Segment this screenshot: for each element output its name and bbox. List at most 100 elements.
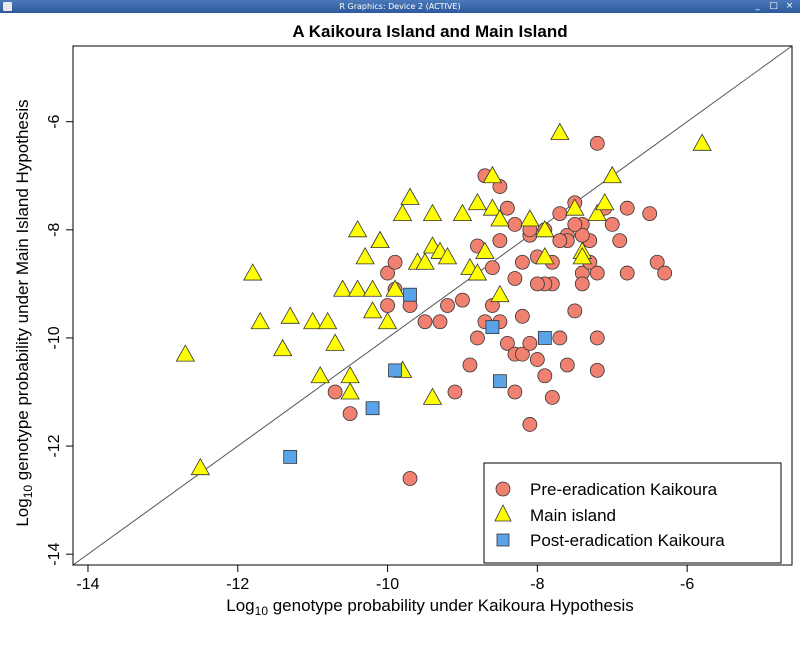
point-pre-eradication <box>492 233 508 249</box>
point-main-island <box>475 241 495 259</box>
point-main-island <box>317 311 338 330</box>
x-tick-label: -12 <box>226 576 249 593</box>
point-pre-eradication <box>589 265 605 281</box>
y-tick-label: -8 <box>46 223 63 237</box>
point-main-island <box>332 279 353 297</box>
point-pre-eradication <box>552 206 568 221</box>
legend-marker-circle <box>495 481 511 497</box>
legend-marker-triangle <box>494 504 512 522</box>
point-main-island <box>422 387 443 405</box>
point-pre-eradication <box>507 384 523 400</box>
point-main-island <box>280 306 300 324</box>
point-pre-eradication <box>380 298 395 313</box>
chart-title: A Kaikoura Island and Main Island <box>292 22 567 41</box>
point-pre-eradication <box>507 271 523 286</box>
point-main-island <box>520 209 540 227</box>
point-main-island <box>385 279 405 297</box>
point-pre-eradication <box>455 292 470 308</box>
point-pre-eradication <box>499 200 515 216</box>
point-pre-eradication <box>447 384 463 400</box>
scatter-plot: A Kaikoura Island and Main Island -14 -12… <box>0 13 800 641</box>
point-main-island <box>602 165 622 184</box>
close-icon[interactable]: × <box>785 1 794 11</box>
point-pre-eradication <box>342 406 358 422</box>
x-tick-label: -14 <box>76 576 99 593</box>
point-main-island <box>535 219 555 238</box>
legend-label-main-island: Main island <box>530 506 616 525</box>
point-pre-eradication <box>552 330 568 346</box>
point-pre-eradication <box>485 260 500 276</box>
point-main-island <box>490 284 510 303</box>
point-main-island <box>347 219 368 238</box>
point-pre-eradication <box>612 233 628 249</box>
legend-label-pre-eradication: Pre-eradication Kaikoura <box>530 480 718 499</box>
point-main-island <box>595 192 615 211</box>
point-main-island <box>190 457 211 476</box>
point-post-eradication <box>493 374 507 389</box>
point-main-island <box>422 203 443 221</box>
point-pre-eradication <box>402 471 418 486</box>
point-pre-eradication <box>327 384 343 400</box>
point-main-island <box>587 203 607 221</box>
point-pre-eradication <box>559 357 575 373</box>
point-pre-eradication <box>574 276 590 292</box>
point-main-island <box>175 344 196 362</box>
point-main-island <box>273 338 293 357</box>
point-pre-eradication <box>567 217 583 232</box>
point-pre-eradication <box>619 265 635 281</box>
point-pre-eradication <box>387 254 403 270</box>
point-main-island <box>565 198 585 216</box>
maximize-icon[interactable]: □ <box>769 1 778 11</box>
point-pre-eradication <box>544 390 560 405</box>
point-main-island <box>572 247 592 265</box>
x-tick-label: -10 <box>376 576 399 593</box>
point-pre-eradication <box>514 308 530 324</box>
x-axis: -14 -12 -10 -8 -6 <box>76 565 694 593</box>
point-main-island <box>250 311 270 330</box>
window-titlebar: R Graphics: Device 2 (ACTIVE) _ □ × <box>0 0 800 13</box>
point-post-eradication <box>537 331 552 345</box>
point-pre-eradication <box>417 314 433 330</box>
point-pre-eradication <box>604 217 620 232</box>
point-pre-eradication <box>552 233 568 249</box>
point-main-island <box>362 301 383 319</box>
y-axis-label-subscript: 10 <box>21 485 35 499</box>
y-axis: -14 -12 -10 -8 -6 <box>46 114 73 566</box>
point-main-island <box>302 311 323 330</box>
point-pre-eradication <box>507 217 523 232</box>
point-main-island <box>370 230 390 249</box>
point-pre-eradication <box>432 314 448 330</box>
point-main-island <box>535 247 555 265</box>
x-axis-label-prefix: Log <box>226 596 254 615</box>
legend-box <box>483 462 782 564</box>
point-main-island <box>325 333 345 351</box>
point-pre-eradication <box>642 206 658 221</box>
point-main-island <box>362 279 383 297</box>
point-pre-eradication <box>499 335 515 351</box>
plot-region <box>72 45 793 566</box>
window-menu-icon[interactable] <box>3 2 12 11</box>
point-main-island <box>467 192 488 211</box>
legend-label-post-eradication: Post-eradication Kaikoura <box>530 531 725 550</box>
y-axis-label: Log10 genotype probability under Main Is… <box>13 99 35 526</box>
point-pre-eradication <box>649 254 665 270</box>
y-axis-label-prefix: Log <box>13 498 32 526</box>
x-tick-label: -6 <box>680 576 694 593</box>
point-main-island <box>467 263 488 281</box>
point-pre-eradication <box>470 330 485 346</box>
point-main-island <box>482 198 503 216</box>
point-pre-eradication <box>589 135 605 151</box>
y-axis-label-rest: genotype probability under Main Island H… <box>13 99 32 485</box>
point-main-island <box>392 203 413 221</box>
points-layer <box>175 122 712 486</box>
point-main-island <box>377 311 398 330</box>
point-main-island <box>347 279 368 297</box>
x-axis-label-rest: genotype probability under Kaikoura Hypo… <box>268 596 634 615</box>
point-pre-eradication <box>589 330 605 346</box>
point-main-island <box>692 133 712 151</box>
point-post-eradication <box>485 320 500 335</box>
minimize-icon[interactable]: _ <box>755 1 760 11</box>
point-main-island <box>340 382 360 400</box>
y-tick-label: -14 <box>46 543 63 566</box>
